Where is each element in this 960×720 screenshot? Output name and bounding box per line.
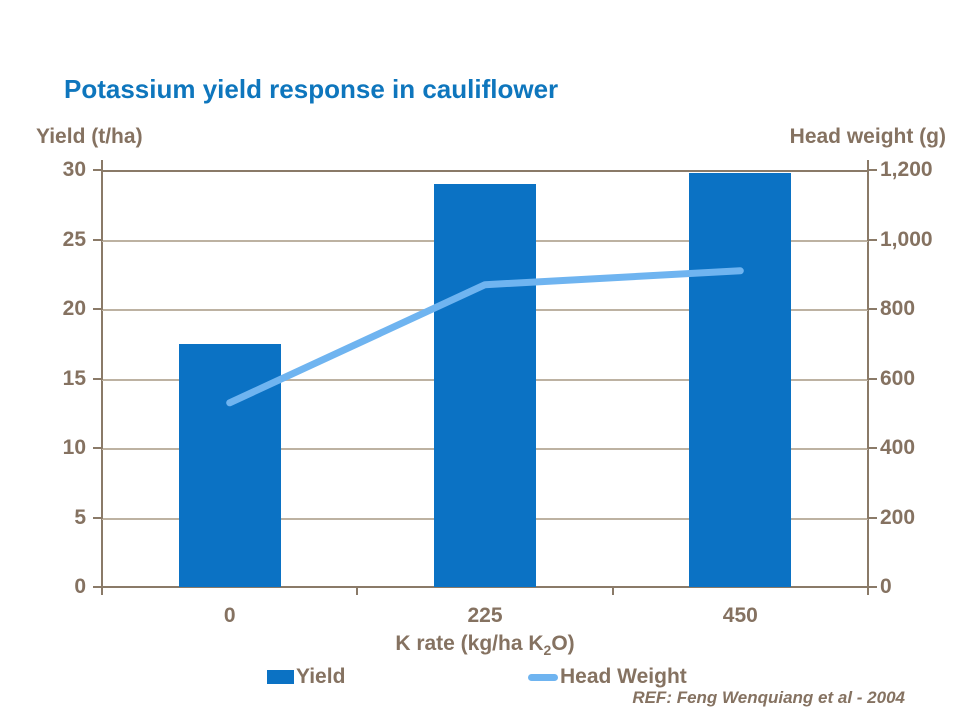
y-axis-left-tick-label: 30: [62, 158, 86, 181]
x-axis-line: [93, 586, 877, 588]
head-weight-line: [226, 267, 744, 407]
y-axis-right-tick-label: 600: [880, 366, 916, 390]
right-axis-tick: [867, 516, 877, 519]
x-axis-tick: [356, 586, 359, 595]
legend-item-head-weight: Head Weight: [528, 664, 687, 690]
right-axis-tick: [867, 308, 877, 310]
x-axis-tick-label: 225: [467, 604, 503, 627]
legend: Yield Head Weight: [0, 664, 960, 692]
left-axis-tick: [93, 238, 103, 241]
left-axis-tick: [93, 308, 103, 310]
yield-bar: [689, 172, 792, 587]
x-axis-tick-label: 450: [722, 604, 758, 627]
x-axis-tick: [867, 586, 869, 595]
yield-bar: [434, 183, 536, 587]
left-axis-tick: [93, 516, 103, 519]
left-axis-tick: [93, 586, 103, 588]
left-axis-tick: [93, 447, 103, 449]
left-axis-tick: [93, 377, 103, 380]
right-axis-tick: [867, 169, 877, 171]
reference-text: REF: Feng Wenquiang et al - 2004: [632, 688, 905, 707]
head-weight-swatch-icon: [528, 673, 558, 681]
y-axis-left-tick-label: 5: [74, 505, 86, 529]
y-axis-left-tick-label: 10: [62, 436, 86, 459]
right-axis-tick: [867, 377, 877, 380]
right-axis-tick: [867, 586, 877, 588]
x-axis-tick-label: 0: [223, 604, 236, 627]
plot-area: [102, 170, 868, 587]
right-axis-tick: [867, 238, 877, 241]
right-axis-tick: [867, 447, 877, 449]
y-axis-right-tick-label: 0: [880, 575, 892, 598]
yield-swatch-icon: [267, 670, 294, 684]
legend-label-head-weight: Head Weight: [560, 665, 687, 688]
y-axis-right-tick-label: 1,200: [880, 158, 933, 181]
x-axis-tick: [611, 586, 614, 595]
x-axis-tick: [101, 586, 103, 595]
y-axis-right-tick-label: 1,000: [880, 227, 933, 251]
x-axis-title-suffix: O): [551, 632, 575, 655]
chart-title: Potassium yield response in cauliflower: [64, 74, 559, 104]
right-axis-title: Head weight (g): [789, 125, 946, 148]
gridline: [102, 170, 868, 172]
left-axis-title: Yield (t/ha): [36, 125, 143, 148]
y-axis-left-tick-label: 20: [62, 297, 86, 320]
y-axis-right-tick-label: 800: [880, 297, 916, 320]
y-axis-left-tick-label: 25: [62, 227, 86, 251]
left-axis-tick: [93, 169, 103, 171]
legend-item-yield: Yield: [267, 664, 345, 690]
y-axis-left-tick-label: 15: [62, 366, 86, 390]
x-axis-title-subscript: 2: [543, 642, 552, 659]
y-axis-right-tick-label: 400: [880, 436, 916, 459]
legend-label-yield: Yield: [296, 665, 346, 688]
y-axis-left-tick-label: 0: [74, 575, 86, 598]
y-axis-right-tick-label: 200: [880, 505, 916, 529]
x-axis-title-text: K rate (kg/ha K: [395, 632, 544, 655]
x-axis-title: K rate (kg/ha K2O): [102, 632, 868, 658]
